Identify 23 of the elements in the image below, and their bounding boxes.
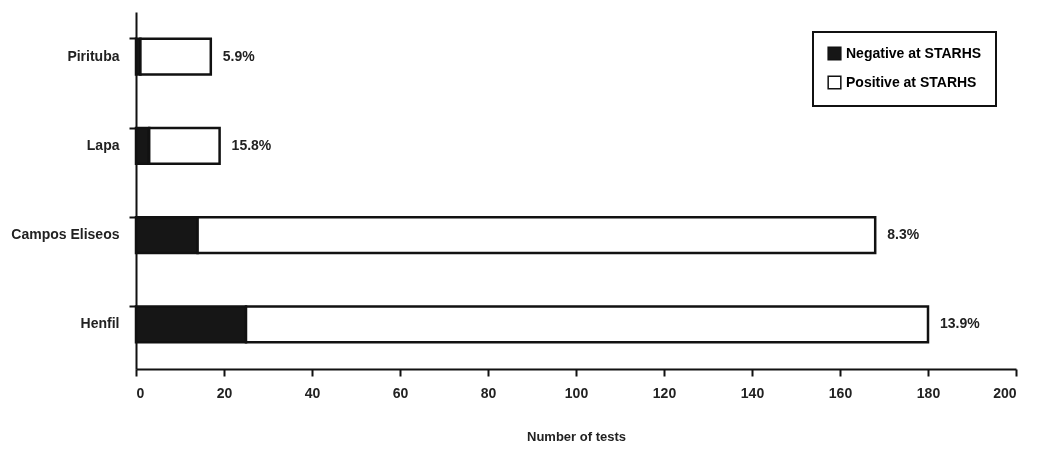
legend-label: Positive at STARHS <box>846 73 977 90</box>
x-tick-label: 200 <box>993 384 1017 401</box>
x-tick-label: 80 <box>480 384 497 401</box>
annotation: 8.3% <box>887 226 920 243</box>
x-tick-label: 100 <box>564 384 589 401</box>
annotation: 15.8% <box>231 136 272 153</box>
x-tick-label: 160 <box>828 384 853 401</box>
legend-label: Negative at STARHS <box>846 44 982 61</box>
x-tick-label: 60 <box>392 384 409 401</box>
x-tick-label: 40 <box>304 384 321 401</box>
x-tick-label: 140 <box>740 384 765 401</box>
y-tick-label: Henfil <box>80 315 120 332</box>
y-tick-label: Lapa <box>86 136 120 153</box>
x-tick-label: 180 <box>916 384 941 401</box>
annotation: 13.9% <box>940 315 981 332</box>
annotation: 5.9% <box>222 47 256 64</box>
bar <box>139 37 213 76</box>
y-tick-label: Campos Eliseos <box>11 226 120 243</box>
x-tick-label: 0 <box>136 384 145 401</box>
x-tick-label: 20 <box>216 384 233 401</box>
y-tick-label: Pirituba <box>67 47 120 64</box>
x-axis-title: Number of tests <box>527 428 626 444</box>
x-tick-label: 120 <box>652 384 677 401</box>
